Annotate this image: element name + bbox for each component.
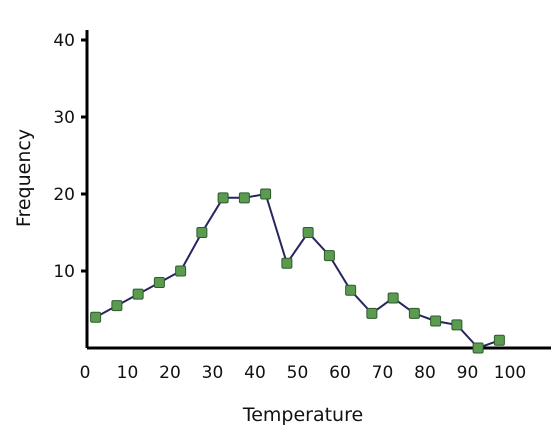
x-tick-label-30: 30 <box>202 363 224 383</box>
data-point-47.5 <box>281 257 293 269</box>
data-point-62.5 <box>345 284 357 296</box>
data-point-67.5 <box>366 307 378 319</box>
data-point-52.5 <box>302 227 314 238</box>
y-tick-label-20: 20 <box>53 185 75 205</box>
x-axis-title: Temperature <box>242 404 363 426</box>
data-point-92.5 <box>472 342 484 354</box>
data-point-42.5 <box>260 188 272 200</box>
series-layer <box>90 188 505 354</box>
y-axis-ticks: 10 20 30 40 <box>53 31 87 282</box>
data-point-87.5 <box>451 319 463 331</box>
data-point-2.5 <box>90 311 102 323</box>
data-point-97.5 <box>493 334 505 346</box>
x-axis-ticks: 0 10 20 30 40 50 60 70 80 90 100 <box>80 363 527 383</box>
data-point-37.5 <box>238 192 250 204</box>
x-tick-label-10: 10 <box>117 363 139 383</box>
x-tick-label-20: 20 <box>159 363 181 383</box>
data-point-17.5 <box>153 277 165 289</box>
x-tick-label-40: 40 <box>244 363 266 383</box>
data-point-32.5 <box>217 192 229 204</box>
y-tick-label-10: 10 <box>53 262 75 282</box>
x-tick-label-60: 60 <box>329 363 351 383</box>
x-tick-label-80: 80 <box>414 363 436 383</box>
data-point-82.5 <box>430 315 442 327</box>
data-point-27.5 <box>196 227 208 238</box>
y-axis-title: Frequency <box>13 129 35 227</box>
x-tick-label-90: 90 <box>457 363 479 383</box>
x-tick-label-0: 0 <box>80 363 91 383</box>
x-tick-label-70: 70 <box>372 363 394 383</box>
data-point-77.5 <box>408 307 420 319</box>
x-tick-label-50: 50 <box>287 363 309 383</box>
y-tick-label-30: 30 <box>53 108 75 128</box>
data-point-7.5 <box>111 300 123 312</box>
data-point-72.5 <box>387 292 399 304</box>
data-point-22.5 <box>175 265 187 277</box>
data-point-57.5 <box>323 250 335 262</box>
data-point-12.5 <box>132 288 144 300</box>
x-tick-label-100: 100 <box>494 363 526 383</box>
y-tick-label-40: 40 <box>53 31 75 51</box>
